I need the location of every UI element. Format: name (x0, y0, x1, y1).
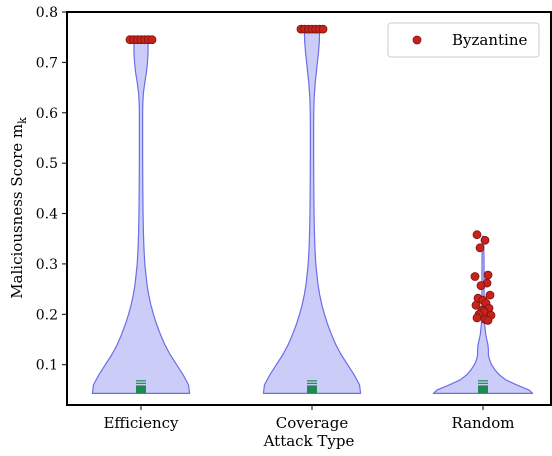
x-axis-label: Attack Type (263, 432, 355, 450)
y-axis-ticks: 0.1 0.2 0.3 0.4 0.5 0.6 0.7 0.8 (36, 5, 67, 374)
y-tick-label: 0.6 (36, 106, 58, 122)
byzantine-point (147, 35, 157, 45)
legend-box (387, 22, 540, 58)
median-marker (478, 385, 488, 394)
y-tick-label: 0.2 (36, 307, 58, 323)
x-tick-label: Random (451, 414, 514, 432)
byzantine-point (472, 313, 482, 323)
y-tick-label: 0.4 (36, 207, 58, 223)
violin-body (262, 28, 362, 395)
byzantine-point (471, 300, 481, 310)
byzantine-point (483, 315, 493, 325)
y-tick-label: 0.3 (36, 257, 58, 273)
y-tick-label: 0.7 (36, 55, 58, 71)
y-tick-label: 0.1 (36, 358, 58, 374)
violin-body (91, 39, 191, 395)
median-marker (136, 385, 146, 394)
byzantine-point (472, 230, 482, 240)
byzantine-point (470, 272, 480, 281)
y-tick-label: 0.8 (36, 5, 58, 21)
x-tick-label: Efficiency (103, 414, 179, 432)
x-axis-ticks: Efficiency Coverage Random (103, 405, 515, 432)
byzantine-point (483, 270, 493, 280)
byzantine-points (125, 24, 496, 325)
legend: Byzantine (387, 22, 540, 58)
y-tick-label: 0.5 (36, 156, 58, 172)
violins (91, 28, 534, 395)
byzantine-point (480, 235, 490, 245)
median-marker (307, 385, 317, 394)
byzantine-point (475, 243, 485, 253)
byzantine-point (476, 281, 486, 290)
legend-label: Byzantine (452, 31, 527, 49)
byzantine-point (485, 290, 495, 300)
y-axis-label: Maliciousness Score mk (8, 117, 29, 299)
x-tick-label: Coverage (276, 414, 349, 432)
byzantine-point (318, 24, 328, 34)
legend-marker (412, 35, 422, 45)
plot-frame (66, 11, 552, 406)
